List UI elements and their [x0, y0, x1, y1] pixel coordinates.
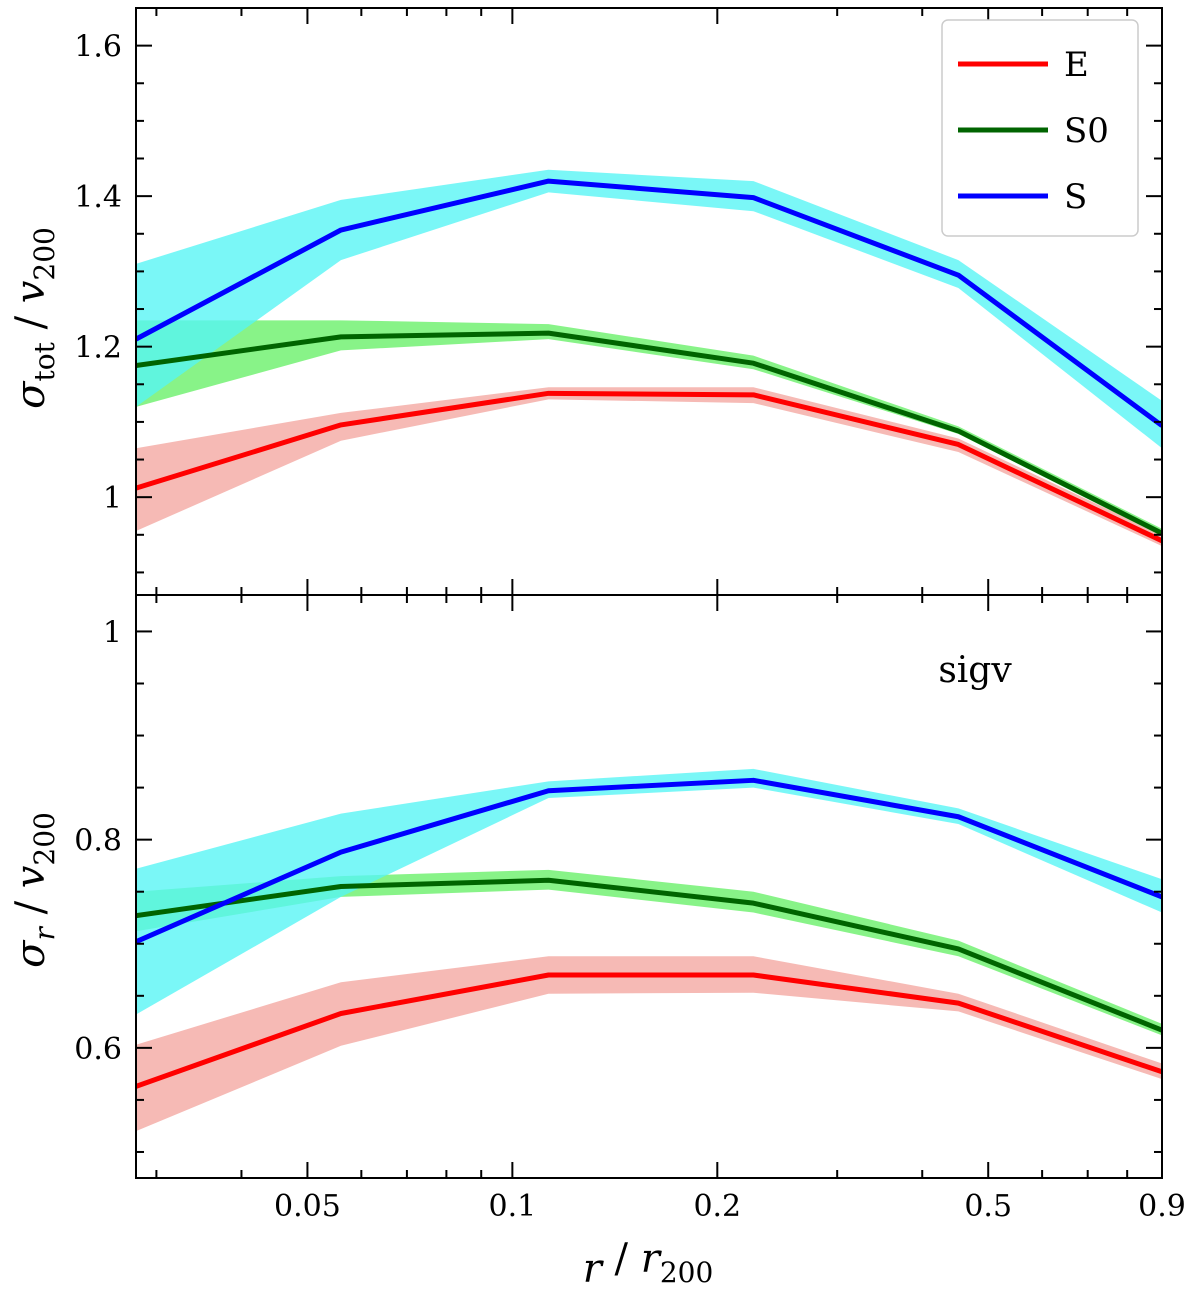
bottom-frame [135, 594, 1163, 1179]
xlabel-part: 200 [660, 1256, 713, 1289]
x-tick-label: 0.5 [964, 1189, 1012, 1224]
legend-label-e: E [1064, 45, 1089, 85]
bottom-ytick-label: 0.8 [74, 824, 122, 859]
ylabel-bottom-part: r [28, 926, 61, 941]
top-line-s0 [136, 330, 1162, 536]
legend: E S0 S [941, 19, 1139, 237]
x-axis-label: r / r200 [583, 1236, 714, 1292]
top-y-axis-label: σtot / v200 [8, 227, 61, 409]
legend-label-s0: S0 [1064, 111, 1109, 151]
top-ytick-label: 1 [103, 481, 122, 516]
bottom-data [136, 768, 1162, 1132]
x-tick-label: 0.9 [1138, 1189, 1186, 1224]
bottom-band-s [136, 768, 1162, 1015]
bottom-y-axis-label: σr / v200 [8, 812, 61, 968]
x-tick-label: 0.2 [693, 1189, 741, 1224]
xlabel-part: / [602, 1236, 641, 1282]
ylabel-bottom-part: 200 [28, 812, 61, 865]
top-ytick-label: 1.6 [74, 30, 122, 65]
x-tick-label: 0.1 [489, 1189, 537, 1224]
bottom-ytick-label: 1 [103, 615, 122, 650]
x-axis-tick-labels: 0.05 0.1 0.2 0.5 0.9 [274, 1189, 1186, 1224]
top-ytick-label: 1.4 [74, 180, 122, 215]
top-line-e [136, 390, 1162, 544]
ylabel-top-part: tot [28, 341, 61, 381]
top-band-e [136, 387, 1162, 547]
ylabel-bottom-part: σ [8, 939, 54, 968]
top-band-s [136, 169, 1162, 449]
ylabel-top-part: σ [8, 380, 54, 409]
top-ytick-label: 1.2 [74, 331, 122, 366]
x-tick-label: 0.05 [274, 1189, 341, 1224]
bottom-line-e [136, 972, 1162, 1089]
top-data [136, 169, 1162, 547]
bottom-line-s [136, 777, 1162, 944]
legend-label-s: S [1064, 177, 1087, 217]
xlabel-part: r [641, 1236, 663, 1282]
bottom-panel: 0.6 0.8 1 [74, 594, 1163, 1179]
ylabel-top-part: v [8, 280, 54, 303]
xlabel-part: r [583, 1246, 605, 1292]
panel-annotation-sigv: sigv [938, 650, 1012, 691]
bottom-ytick-label: 0.6 [74, 1032, 122, 1067]
top-panel: 1 1.2 1.4 1.6 [74, 7, 1163, 596]
bottom-line-s0 [136, 877, 1162, 1033]
ylabel-top-part: 200 [28, 227, 61, 280]
ylabel-bottom-part: v [8, 865, 54, 888]
ylabel-top-part: / [8, 303, 54, 342]
bottom-band-e [136, 956, 1162, 1132]
ylabel-bottom-part: / [8, 888, 54, 927]
top-line-s [136, 178, 1162, 428]
